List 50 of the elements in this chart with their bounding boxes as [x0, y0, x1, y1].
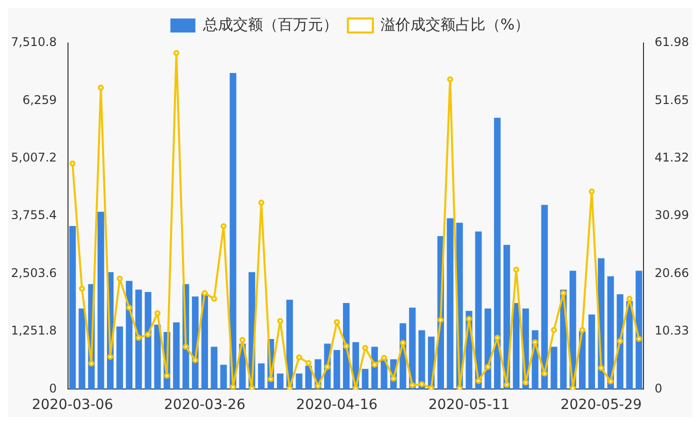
- x-tick-label: 2020-05-11: [428, 397, 510, 414]
- bar: [607, 276, 614, 390]
- bar: [446, 218, 454, 390]
- y-tick-label: 7,510.8: [10, 35, 57, 50]
- bar: [116, 326, 124, 390]
- bar: [154, 324, 161, 390]
- bar: [258, 363, 265, 390]
- bar: [475, 232, 482, 390]
- bar: [334, 350, 340, 390]
- x-tick-label: 2020-03-06: [32, 397, 114, 414]
- y-tick-label: 5,007.2: [10, 150, 57, 165]
- bar: [494, 118, 501, 390]
- legend-label: 溢价成交额占比（%）: [380, 15, 530, 34]
- legend-label: 总成交额（百万元）: [202, 15, 338, 34]
- x-tick-label: 2020-05-29: [560, 397, 642, 414]
- y-tick-label: 3,755.4: [10, 208, 57, 222]
- bar: [135, 290, 142, 390]
- bar: [69, 226, 76, 390]
- bar: [636, 270, 642, 390]
- y-tick-label: 2,503.6: [10, 266, 57, 280]
- bar: [276, 374, 284, 390]
- bar: [220, 364, 227, 390]
- bar: [98, 212, 104, 390]
- bar: [78, 308, 86, 390]
- bar: [588, 314, 596, 390]
- y2-tick-label: 61.98: [654, 35, 690, 50]
- y-tick-label: 1,251.8: [10, 324, 57, 338]
- bar: [296, 374, 302, 390]
- bar: [550, 346, 558, 390]
- y-tick-label: 6,259: [22, 92, 57, 107]
- y2-tick-label: 0: [654, 381, 662, 396]
- bar: [126, 280, 132, 390]
- bar: [210, 346, 218, 390]
- x-tick-label: 2020-03-26: [164, 397, 246, 414]
- y2-tick-label: 10.33: [654, 324, 690, 338]
- y2-tick-label: 30.99: [654, 208, 690, 222]
- bar: [144, 292, 152, 390]
- bar: [173, 322, 180, 390]
- y-tick-label: 0: [49, 381, 57, 396]
- bar: [512, 303, 520, 390]
- bar: [409, 308, 416, 390]
- bar: [484, 308, 492, 390]
- bar: [541, 204, 548, 390]
- bar: [230, 73, 236, 390]
- x-tick-label: 2020-04-16: [296, 397, 378, 414]
- bar: [362, 368, 368, 390]
- y2-tick-label: 41.32: [654, 150, 690, 165]
- bar: [418, 330, 426, 390]
- y2-tick-label: 20.66: [654, 266, 690, 280]
- y2-tick-label: 51.65: [654, 92, 690, 107]
